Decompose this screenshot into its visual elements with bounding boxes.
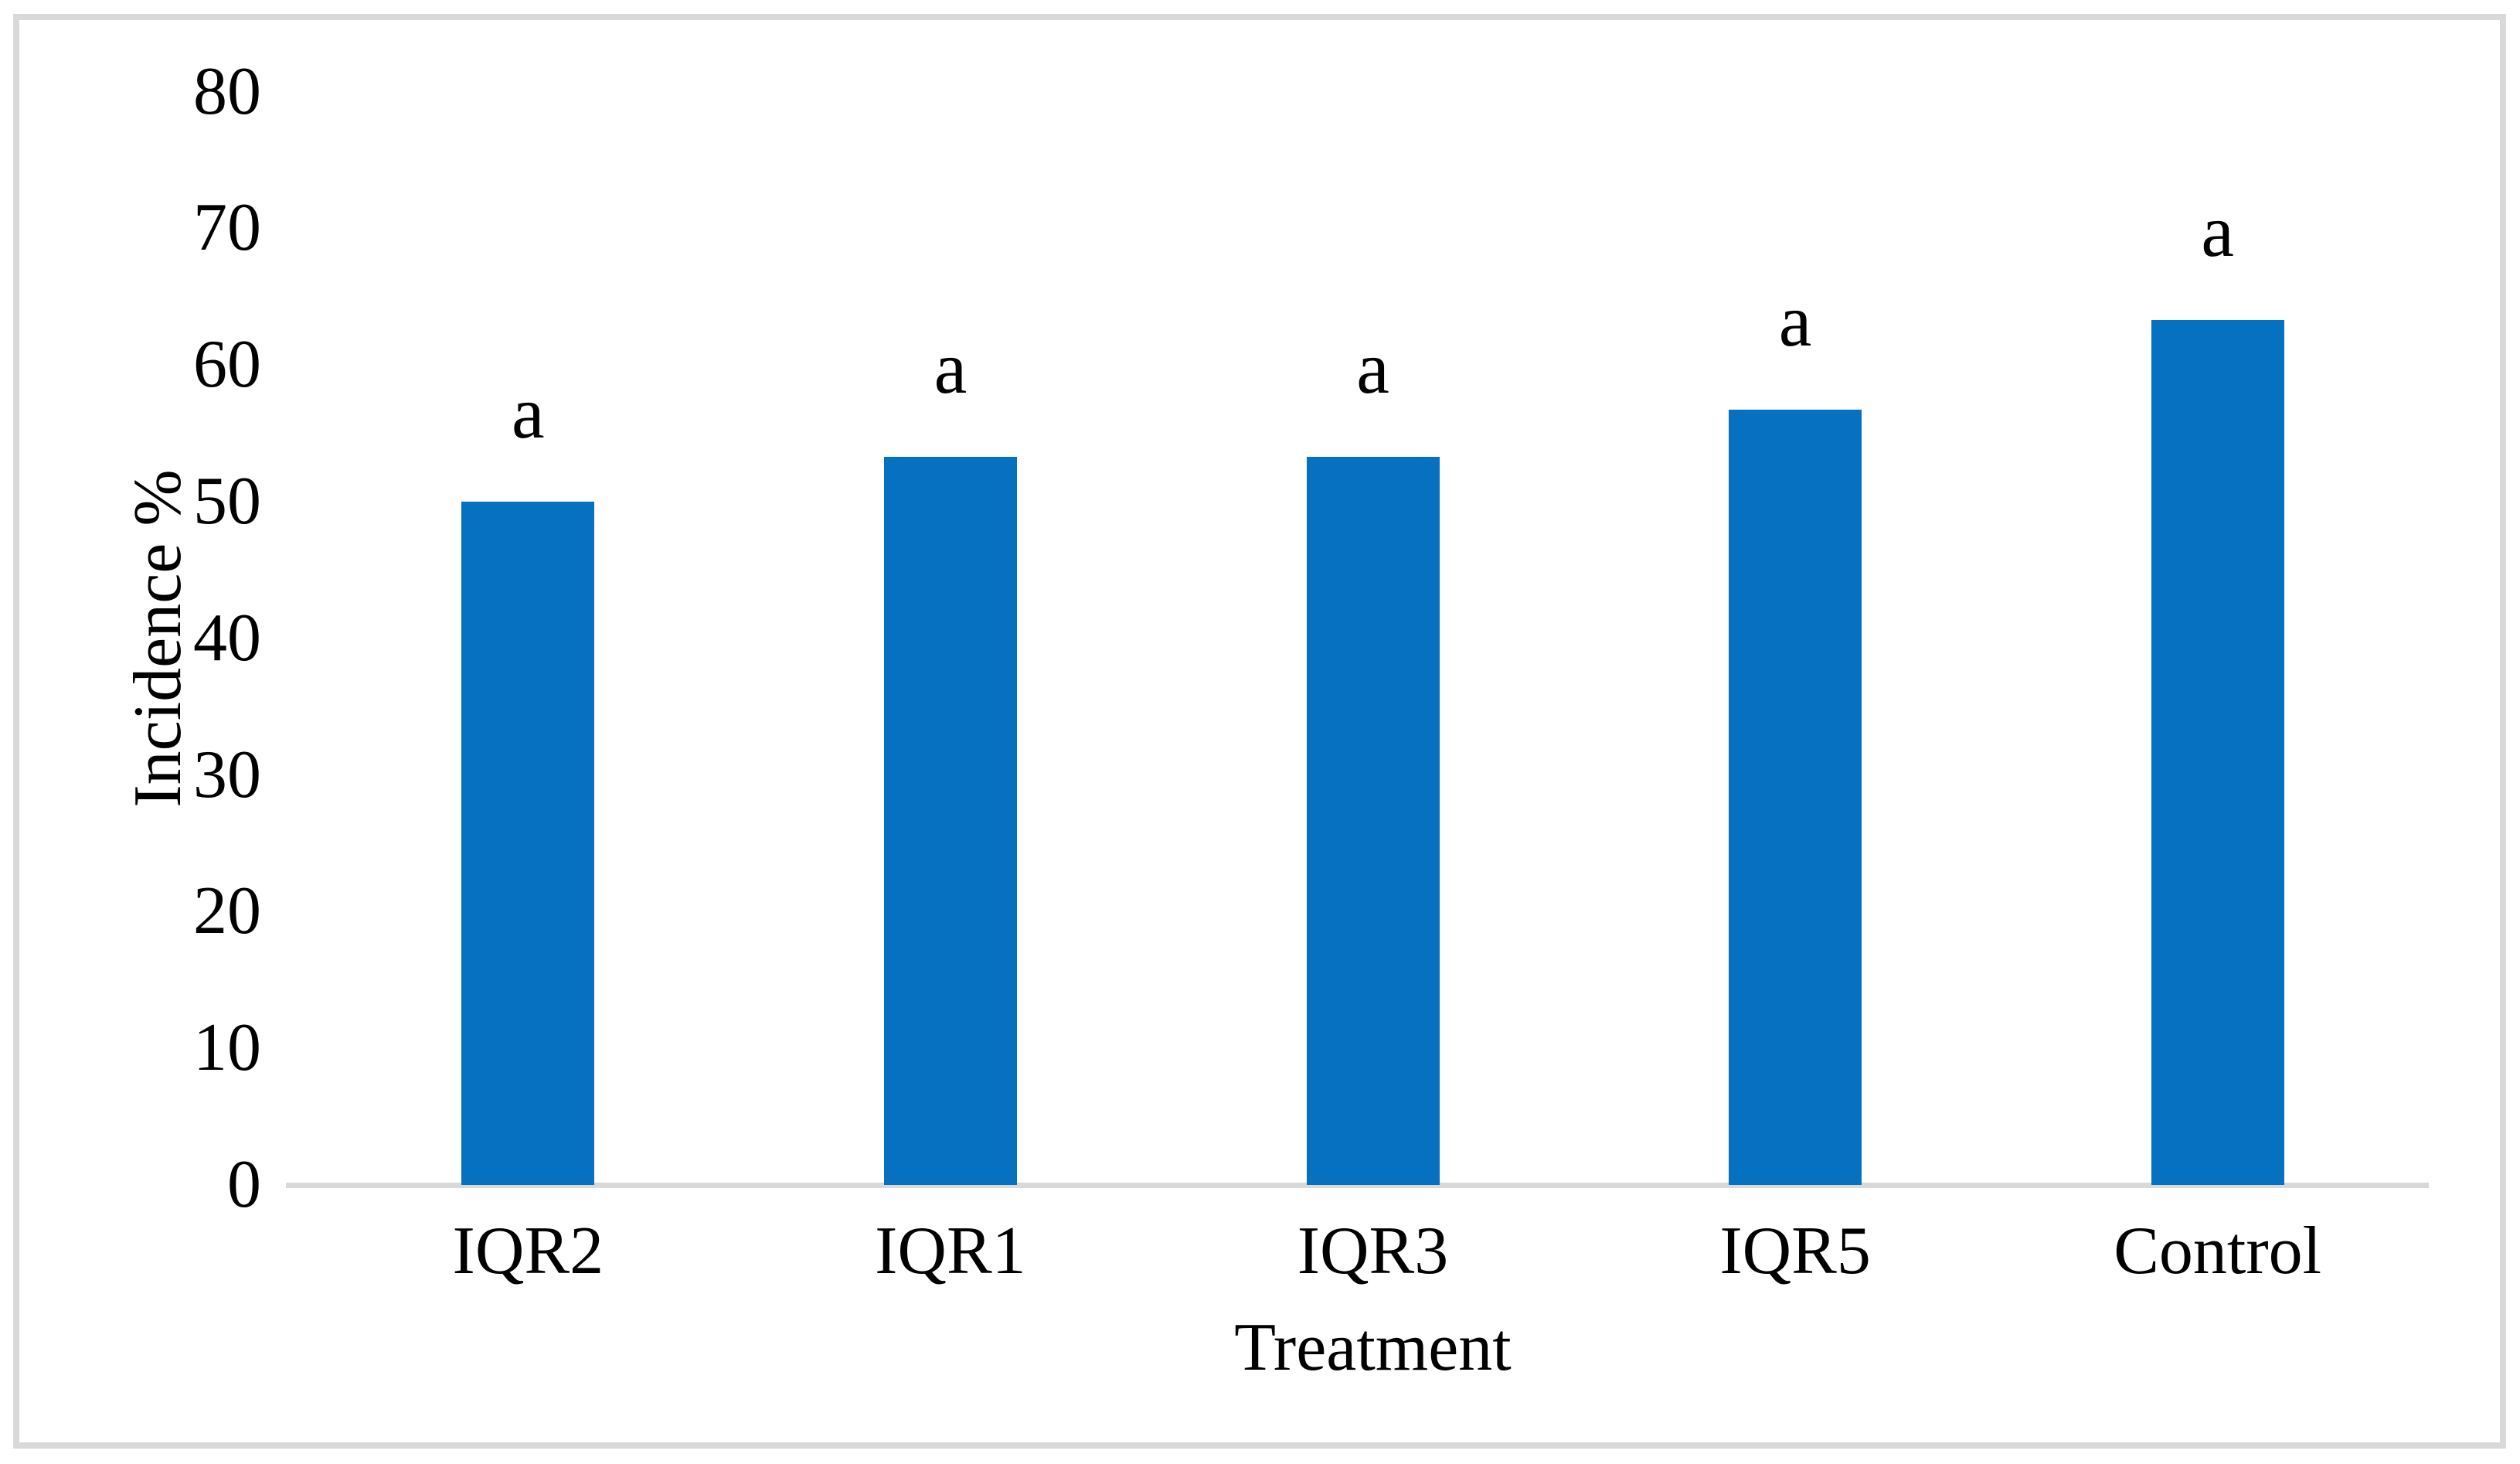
y-tick-label-70: 70 (193, 190, 261, 266)
x-category-label-iqr2: IQR2 (452, 1214, 604, 1289)
bar-iqr1 (883, 456, 1017, 1185)
y-tick-label-30: 30 (193, 737, 261, 812)
bar-significance-label-iqr2: a (511, 370, 545, 454)
y-tick-label-50: 50 (193, 463, 261, 539)
y-tick-label-10: 10 (193, 1010, 261, 1086)
x-category-label-iqr5: IQR5 (1719, 1214, 1871, 1289)
x-axis-line (286, 1183, 2429, 1188)
bar-significance-label-control: a (2201, 189, 2234, 272)
bar-significance-label-iqr3: a (1356, 325, 1389, 409)
x-category-label-iqr1: IQR1 (875, 1214, 1026, 1289)
x-axis-title: Treatment (1234, 1310, 1512, 1385)
bar-iqr2 (461, 501, 595, 1185)
bar-control (2151, 319, 2284, 1185)
x-category-label-control: Control (2114, 1214, 2322, 1289)
x-category-label-iqr3: IQR3 (1297, 1214, 1449, 1289)
y-tick-label-60: 60 (193, 327, 261, 403)
bar-iqr3 (1306, 456, 1440, 1185)
y-tick-label-20: 20 (193, 873, 261, 949)
bar-iqr5 (1729, 410, 1862, 1185)
bar-significance-label-iqr1: a (934, 325, 968, 409)
bar-significance-label-iqr5: a (1778, 279, 1812, 363)
y-tick-label-40: 40 (193, 600, 261, 676)
y-tick-label-0: 0 (227, 1147, 261, 1222)
y-tick-label-80: 80 (193, 53, 261, 129)
figure-border (13, 14, 2506, 1449)
